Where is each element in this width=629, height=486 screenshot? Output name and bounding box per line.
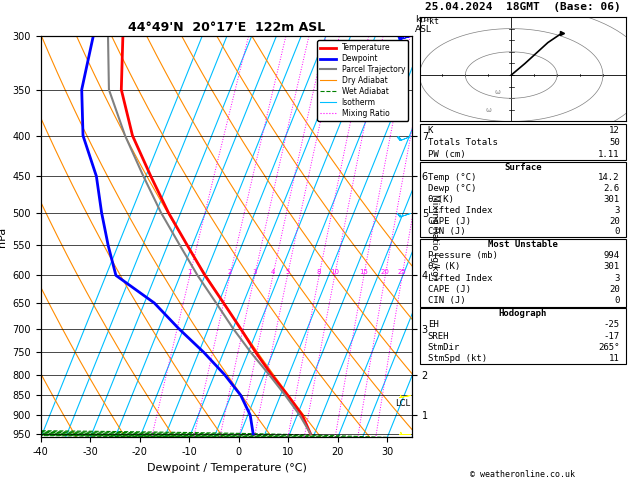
- Text: 301: 301: [604, 195, 620, 204]
- Text: 301: 301: [604, 262, 620, 272]
- Text: Hodograph: Hodograph: [499, 309, 547, 318]
- Text: 4: 4: [270, 269, 275, 276]
- Text: 20: 20: [381, 269, 390, 276]
- Text: Dewp (°C): Dewp (°C): [428, 184, 476, 193]
- Text: 8: 8: [317, 269, 321, 276]
- Text: Pressure (mb): Pressure (mb): [428, 251, 498, 260]
- Text: 10: 10: [330, 269, 339, 276]
- Text: 994: 994: [604, 251, 620, 260]
- Text: 0: 0: [615, 296, 620, 306]
- Y-axis label: hPa: hPa: [0, 227, 7, 247]
- Text: θₑ(K): θₑ(K): [428, 195, 455, 204]
- X-axis label: Dewpoint / Temperature (°C): Dewpoint / Temperature (°C): [147, 463, 306, 473]
- Text: 1.11: 1.11: [598, 150, 620, 159]
- Text: 25.04.2024  18GMT  (Base: 06): 25.04.2024 18GMT (Base: 06): [425, 2, 621, 13]
- Text: Totals Totals: Totals Totals: [428, 138, 498, 147]
- Text: 265°: 265°: [598, 343, 620, 352]
- Title: 44°49'N  20°17'E  122m ASL: 44°49'N 20°17'E 122m ASL: [128, 21, 325, 34]
- Text: 3: 3: [615, 206, 620, 215]
- Text: 11: 11: [609, 354, 620, 363]
- Text: K: K: [428, 125, 433, 135]
- Text: CIN (J): CIN (J): [428, 296, 465, 306]
- Text: SREH: SREH: [428, 331, 449, 341]
- Text: 25: 25: [398, 269, 406, 276]
- Text: Lifted Index: Lifted Index: [428, 206, 493, 215]
- Text: EH: EH: [428, 320, 438, 330]
- Text: StmDir: StmDir: [428, 343, 460, 352]
- Text: km
ASL: km ASL: [415, 15, 432, 34]
- Text: 50: 50: [609, 138, 620, 147]
- Text: CAPE (J): CAPE (J): [428, 285, 470, 294]
- Text: Surface: Surface: [504, 163, 542, 172]
- Text: 20: 20: [609, 285, 620, 294]
- Text: LCL: LCL: [396, 399, 411, 408]
- Text: ω: ω: [494, 88, 501, 95]
- Text: 5: 5: [286, 269, 289, 276]
- Text: Temp (°C): Temp (°C): [428, 174, 476, 182]
- Legend: Temperature, Dewpoint, Parcel Trajectory, Dry Adiabat, Wet Adiabat, Isotherm, Mi: Temperature, Dewpoint, Parcel Trajectory…: [317, 40, 408, 121]
- Text: © weatheronline.co.uk: © weatheronline.co.uk: [470, 469, 575, 479]
- Text: -17: -17: [604, 331, 620, 341]
- Text: StmSpd (kt): StmSpd (kt): [428, 354, 487, 363]
- Text: 2: 2: [228, 269, 232, 276]
- Text: -25: -25: [604, 320, 620, 330]
- Text: 3: 3: [252, 269, 257, 276]
- Text: ω: ω: [486, 107, 491, 113]
- Text: PW (cm): PW (cm): [428, 150, 465, 159]
- Text: Lifted Index: Lifted Index: [428, 274, 493, 283]
- Text: 2.6: 2.6: [604, 184, 620, 193]
- Text: θₑ (K): θₑ (K): [428, 262, 460, 272]
- Text: 14.2: 14.2: [598, 174, 620, 182]
- Text: CAPE (J): CAPE (J): [428, 217, 470, 226]
- Y-axis label: Mixing Ratio (g/kg): Mixing Ratio (g/kg): [430, 194, 439, 280]
- Text: 3: 3: [615, 274, 620, 283]
- Text: 1: 1: [187, 269, 192, 276]
- Text: 15: 15: [359, 269, 369, 276]
- Text: kt: kt: [429, 17, 438, 26]
- Text: Most Unstable: Most Unstable: [487, 240, 558, 249]
- Text: 0: 0: [615, 227, 620, 236]
- Text: 20: 20: [609, 217, 620, 226]
- Text: CIN (J): CIN (J): [428, 227, 465, 236]
- Text: 12: 12: [609, 125, 620, 135]
